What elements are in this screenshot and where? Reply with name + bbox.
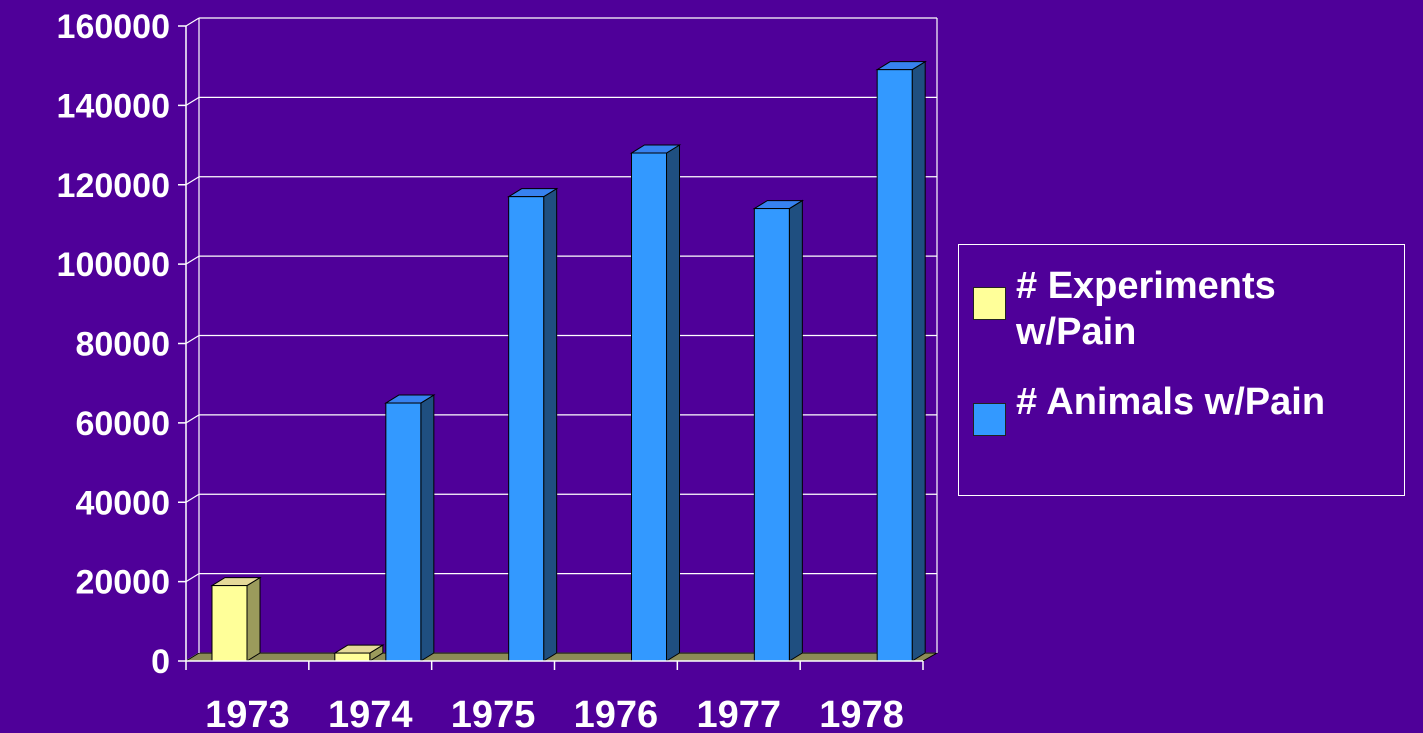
y-tick-label: 40000 <box>75 484 170 522</box>
y-tick-label: 120000 <box>57 167 170 205</box>
bar-side <box>788 199 803 662</box>
y-tick-label: 100000 <box>57 246 170 284</box>
bar <box>752 199 805 662</box>
axes <box>178 18 938 670</box>
x-tick-label: 1974 <box>328 694 413 733</box>
y-tick-label: 0 <box>151 643 170 681</box>
legend-item-animals: # Animals w/Pain <box>973 379 1396 436</box>
bars <box>210 60 927 662</box>
x-tick-label: 1976 <box>574 694 659 733</box>
y-tick-label: 20000 <box>75 564 170 602</box>
legend-swatch-experiments <box>973 287 1006 320</box>
gridline-depth <box>185 414 200 424</box>
gridline-depth <box>185 176 200 186</box>
legend-item-experiments: # Experiments w/Pain <box>973 263 1396 355</box>
bar <box>875 60 927 662</box>
legend: # Experiments w/Pain # Animals w/Pain <box>958 244 1405 496</box>
bar <box>629 144 682 662</box>
x-tick-label: 1978 <box>819 694 904 733</box>
gridline-depth <box>185 573 200 583</box>
gridline-depth <box>185 96 200 106</box>
bar-side <box>246 576 261 662</box>
bar <box>333 644 385 662</box>
chart-floor <box>184 652 939 662</box>
bar-front <box>211 585 248 662</box>
x-tick-label: 1973 <box>205 694 290 733</box>
bar-side <box>911 60 926 662</box>
gridline-depth <box>185 493 200 503</box>
floor-plane <box>184 652 939 662</box>
bar-front <box>631 152 668 662</box>
y-tick-label: 140000 <box>57 87 170 125</box>
grid-lines <box>185 17 937 662</box>
gridline-depth <box>185 17 200 27</box>
bar-front <box>508 196 545 662</box>
x-tick-labels: 1973 1974 1975 1976 1977 1978 <box>205 694 904 733</box>
gridline-depth <box>185 255 200 265</box>
y-tick-label: 60000 <box>75 405 170 443</box>
x-tick-label: 1975 <box>451 694 536 733</box>
x-tick-label: 1977 <box>696 694 781 733</box>
y-tick-labels: 0 20000 40000 60000 80000 100000 120000 140000 1… <box>57 8 170 681</box>
bar <box>506 187 559 662</box>
legend-label-experiments: # Experiments w/Pain <box>1016 265 1276 353</box>
bar-front <box>385 402 422 662</box>
bar-front <box>334 652 371 662</box>
y-tick-label: 160000 <box>57 8 170 46</box>
bar <box>384 394 436 662</box>
bar-side <box>543 187 558 662</box>
legend-label-animals: # Animals w/Pain <box>1016 381 1326 423</box>
gridline-depth <box>185 334 200 345</box>
bar-front <box>876 69 913 662</box>
bar <box>210 576 262 662</box>
bar-side <box>420 394 435 662</box>
legend-swatch-animals <box>973 403 1006 436</box>
bar-side <box>666 144 681 662</box>
bar-front <box>753 208 790 662</box>
y-tick-label: 80000 <box>75 326 170 364</box>
